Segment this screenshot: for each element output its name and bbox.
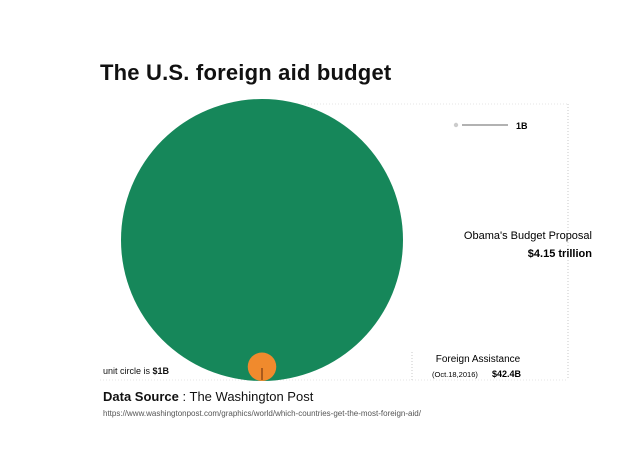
foreign-assistance-date: (Oct.18,2016) [432, 370, 478, 379]
unit-label: 1B [516, 121, 528, 131]
bubble-unit [453, 122, 459, 128]
unit-note-text: unit circle is [103, 366, 153, 376]
budget-proposal-label: Obama's Budget Proposal [464, 230, 592, 242]
unit-note: unit circle is $1B [103, 366, 169, 376]
foreign-assistance-label: Foreign Assistance [436, 354, 521, 365]
foreign-assistance-value: $42.4B [492, 369, 522, 379]
source-url: https://www.washingtonpost.com/graphics/… [103, 409, 421, 418]
unit-note-value: $1B [152, 366, 170, 376]
budget-proposal-value: $4.15 trillion [528, 248, 592, 260]
data-source-name: The Washington Post [189, 389, 314, 404]
data-source-separator: : [182, 389, 187, 404]
data-source: Data Source : The Washington Post [103, 389, 313, 404]
bubble-foreign-assistance [247, 352, 277, 381]
chart-title: The U.S. foreign aid budget [100, 60, 392, 85]
bubble-budget-proposal [121, 99, 403, 381]
data-source-label: Data Source [103, 389, 179, 404]
